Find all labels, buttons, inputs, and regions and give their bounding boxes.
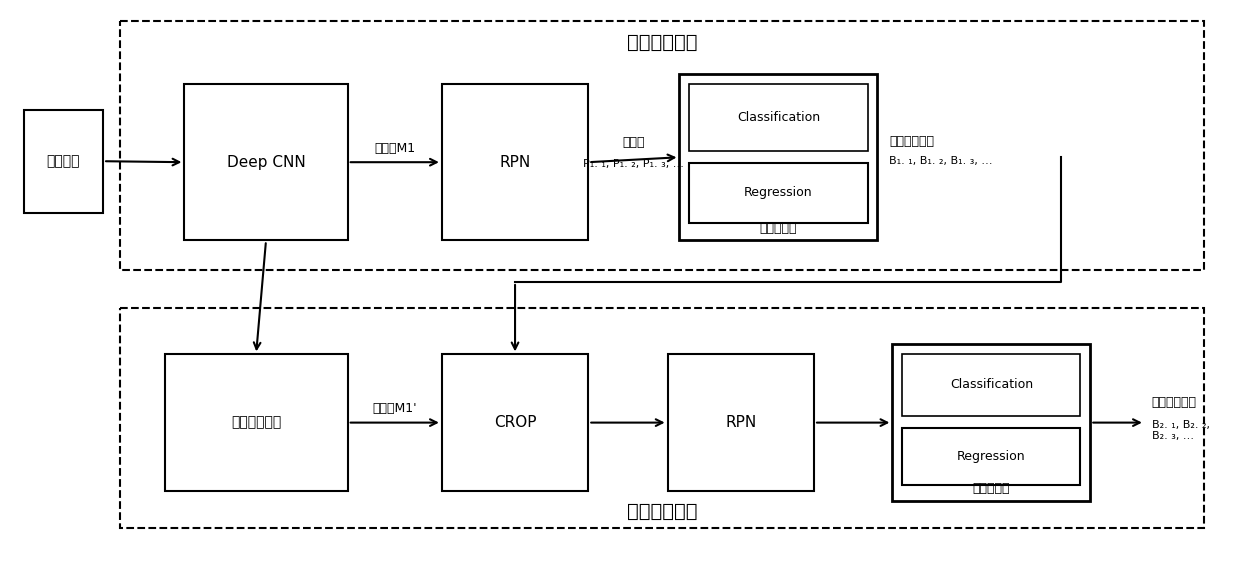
Bar [120,20,1204,270]
Text: 分类与回归: 分类与回归 [972,483,1011,496]
Text: Regression: Regression [957,450,1025,463]
Text: P₁. ₁, P₁. ₂, P₁. ₃, …: P₁. ₁, P₁. ₂, P₁. ₃, … [584,159,684,169]
Bar [165,354,347,491]
Text: 第一级检测器: 第一级检测器 [627,33,697,52]
Text: CROP: CROP [494,415,536,430]
Text: Regression: Regression [744,186,812,199]
Text: B₁. ₁, B₁. ₂, B₁. ₃, …: B₁. ₁, B₁. ₂, B₁. ₃, … [889,156,993,166]
Text: 特征图M1: 特征图M1 [374,142,415,155]
Bar [903,354,1080,416]
Bar [120,308,1204,528]
Bar [667,354,815,491]
Text: RPN: RPN [725,415,756,430]
Text: 特征图M1': 特征图M1' [372,402,417,415]
Bar [441,354,588,491]
Text: Classification: Classification [950,379,1033,392]
Bar [903,428,1080,485]
Bar [689,84,868,151]
Text: RPN: RPN [500,155,531,169]
Bar [24,110,103,212]
Bar [689,163,868,223]
Text: 第二级检出框: 第二级检出框 [1152,396,1197,409]
Text: 候选框: 候选框 [622,136,645,149]
Text: 第一级检出框: 第一级检出框 [889,135,934,148]
Bar [893,345,1090,501]
Bar [185,84,347,241]
Text: Deep CNN: Deep CNN [227,155,305,169]
Bar [680,74,878,241]
Bar [441,84,588,241]
Text: 分类与回归: 分类与回归 [760,222,797,235]
Text: 第二级检测器: 第二级检测器 [627,502,697,521]
Text: 多层特征融合: 多层特征融合 [231,416,281,429]
Text: Classification: Classification [737,111,820,124]
Text: B₂. ₁, B₂. ₂,
B₂. ₃, …: B₂. ₁, B₂. ₂, B₂. ₃, … [1152,420,1210,441]
Text: 输入图片: 输入图片 [47,154,81,168]
